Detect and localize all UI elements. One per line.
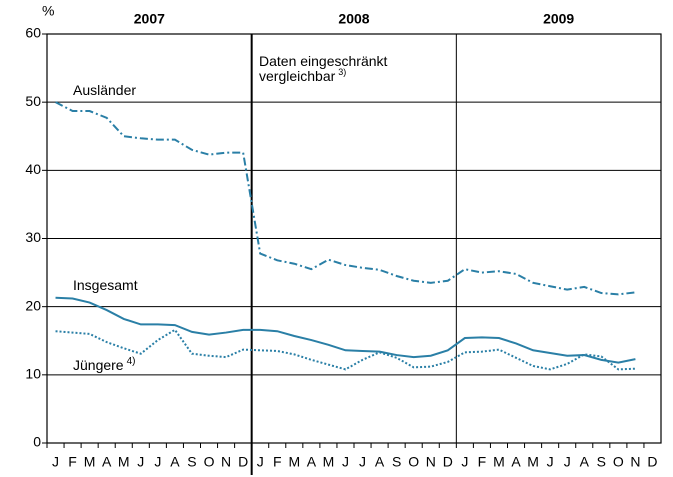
x-tick-label: A — [375, 454, 385, 470]
year-label: 2009 — [543, 11, 574, 27]
y-tick-label: 50 — [25, 93, 41, 109]
x-tick-label: J — [154, 454, 161, 470]
series-label: Ausländer — [73, 82, 136, 98]
y-tick-label: 10 — [25, 366, 41, 382]
x-tick-label: J — [137, 454, 144, 470]
x-tick-label: S — [392, 454, 401, 470]
series-label: Insgesamt — [73, 277, 138, 293]
x-tick-label: O — [613, 454, 624, 470]
annotation: Daten eingeschränkt — [259, 53, 388, 69]
x-tick-label: O — [408, 454, 419, 470]
x-tick-label: A — [307, 454, 317, 470]
x-tick-label: J — [547, 454, 554, 470]
x-tick-label: M — [527, 454, 539, 470]
year-label: 2007 — [134, 11, 165, 27]
annotation: vergleichbar 3) — [259, 67, 346, 83]
annotation-line: Daten eingeschränkt — [259, 53, 388, 69]
y-tick-label: 20 — [25, 297, 41, 313]
x-tick-label: S — [597, 454, 606, 470]
x-tick-label: F — [273, 454, 282, 470]
x-tick-label: F — [478, 454, 487, 470]
series-line — [55, 328, 636, 371]
x-tick-label: D — [238, 454, 248, 470]
x-tick-label: D — [443, 454, 453, 470]
y-tick-label: 30 — [25, 229, 41, 245]
x-tick-label: J — [461, 454, 468, 470]
series-line — [55, 101, 636, 296]
x-tick-label: N — [630, 454, 640, 470]
y-tick-label: 60 — [25, 25, 41, 41]
series-line — [55, 296, 636, 364]
series-name: Insgesamt — [73, 277, 138, 293]
series-label: Jüngere 4) — [73, 356, 136, 373]
x-tick-label: O — [204, 454, 215, 470]
series-name: Jüngere — [73, 357, 124, 373]
annotation-line: vergleichbar — [259, 68, 336, 84]
x-tick-label: J — [52, 454, 59, 470]
x-tick-label: M — [493, 454, 505, 470]
annotation-footnote: 3) — [338, 67, 346, 77]
x-tick-label: N — [221, 454, 231, 470]
x-tick-label: J — [257, 454, 264, 470]
x-tick-label: J — [564, 454, 571, 470]
x-tick-label: A — [102, 454, 112, 470]
x-tick-label: A — [170, 454, 180, 470]
x-tick-label: S — [187, 454, 196, 470]
x-tick-label: M — [288, 454, 300, 470]
x-tick-label: J — [342, 454, 349, 470]
x-tick-label: A — [580, 454, 590, 470]
series-name: Ausländer — [73, 82, 136, 98]
x-tick-label: A — [511, 454, 521, 470]
year-label: 2008 — [338, 11, 369, 27]
x-tick-label: M — [323, 454, 335, 470]
x-tick-label: N — [426, 454, 436, 470]
x-tick-label: D — [647, 454, 657, 470]
series-footnote: 4) — [127, 356, 136, 367]
x-tick-label: F — [68, 454, 77, 470]
x-tick-label: M — [118, 454, 130, 470]
x-tick-label: J — [359, 454, 366, 470]
y-tick-label: 40 — [25, 161, 41, 177]
x-tick-label: M — [84, 454, 96, 470]
y-unit: % — [42, 3, 54, 19]
y-tick-label: 0 — [33, 434, 41, 450]
